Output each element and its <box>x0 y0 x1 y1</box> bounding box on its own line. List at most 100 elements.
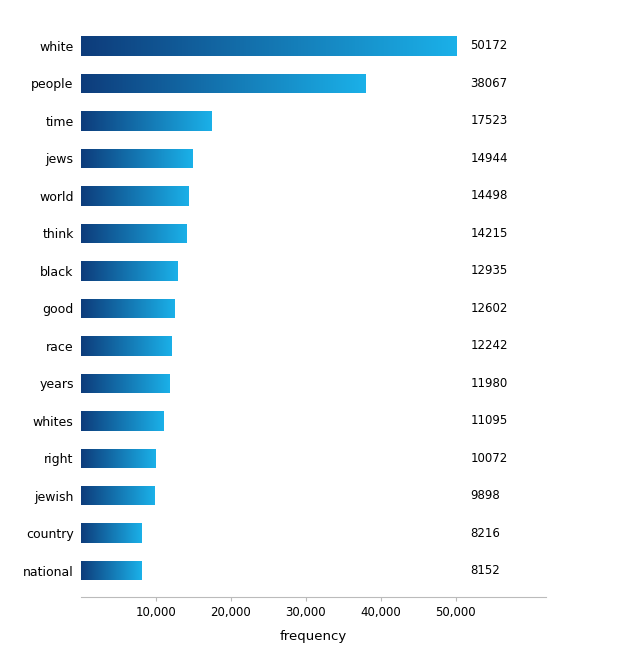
Bar <box>87 73 88 93</box>
Bar <box>381 36 382 56</box>
Bar <box>185 73 186 93</box>
Bar <box>322 73 323 93</box>
Bar <box>450 36 451 56</box>
Bar <box>203 73 205 93</box>
Text: 12935: 12935 <box>471 264 508 277</box>
Bar <box>446 36 447 56</box>
Bar <box>182 36 184 56</box>
Bar <box>129 73 130 93</box>
Bar <box>391 36 392 56</box>
Bar <box>123 73 125 93</box>
Bar <box>379 36 381 56</box>
Bar <box>274 73 275 93</box>
Bar <box>376 36 378 56</box>
Bar <box>153 36 154 56</box>
Bar <box>437 36 438 56</box>
Bar <box>339 36 340 56</box>
Bar <box>333 73 334 93</box>
Bar <box>383 36 384 56</box>
Bar <box>340 36 342 56</box>
Bar <box>378 36 379 56</box>
Bar <box>343 36 344 56</box>
Bar <box>330 73 331 93</box>
Text: 12602: 12602 <box>471 302 508 315</box>
Bar <box>260 73 262 93</box>
Bar <box>358 36 359 56</box>
Bar <box>207 73 208 93</box>
Bar <box>311 36 312 56</box>
Bar <box>90 73 91 93</box>
Bar <box>375 36 376 56</box>
Bar <box>344 36 345 56</box>
Bar <box>328 73 329 93</box>
Bar <box>147 36 148 56</box>
Bar <box>145 73 146 93</box>
Bar <box>419 36 420 56</box>
Bar <box>166 73 167 93</box>
Bar <box>456 36 457 56</box>
Bar <box>83 36 84 56</box>
Bar <box>310 73 311 93</box>
Bar <box>294 36 295 56</box>
Bar <box>254 36 255 56</box>
Bar <box>86 36 87 56</box>
Bar <box>102 36 103 56</box>
Bar <box>99 36 100 56</box>
Bar <box>277 36 278 56</box>
Bar <box>104 36 106 56</box>
Bar <box>364 73 365 93</box>
Bar <box>305 73 306 93</box>
Bar <box>313 73 314 93</box>
Bar <box>366 36 368 56</box>
Bar <box>332 73 333 93</box>
Bar <box>132 36 133 56</box>
Bar <box>252 36 254 56</box>
Bar <box>300 36 301 56</box>
Bar <box>415 36 417 56</box>
Bar <box>306 73 307 93</box>
Bar <box>107 36 108 56</box>
Bar <box>321 36 322 56</box>
Bar <box>82 36 83 56</box>
Bar <box>363 36 364 56</box>
Bar <box>334 36 335 56</box>
Bar <box>210 36 211 56</box>
Bar <box>340 73 342 93</box>
Bar <box>298 36 299 56</box>
Bar <box>257 36 259 56</box>
Bar <box>256 36 257 56</box>
Bar <box>156 36 157 56</box>
Bar <box>269 73 270 93</box>
Bar <box>259 73 260 93</box>
Bar <box>364 36 365 56</box>
Bar <box>148 36 149 56</box>
Bar <box>235 73 236 93</box>
Bar <box>213 73 214 93</box>
Bar <box>111 36 112 56</box>
Bar <box>237 36 239 56</box>
Text: 12242: 12242 <box>471 339 508 352</box>
Bar <box>305 36 306 56</box>
Bar <box>236 73 237 93</box>
Bar <box>175 36 176 56</box>
Bar <box>130 36 131 56</box>
Bar <box>283 36 284 56</box>
Bar <box>315 73 316 93</box>
Bar <box>352 36 353 56</box>
Bar <box>287 73 288 93</box>
Bar <box>326 73 327 93</box>
Bar <box>107 73 108 93</box>
Bar <box>81 36 82 56</box>
Bar <box>211 36 212 56</box>
Bar <box>312 36 314 56</box>
Bar <box>241 73 242 93</box>
Bar <box>277 73 278 93</box>
Bar <box>292 73 293 93</box>
Bar <box>246 73 247 93</box>
Bar <box>153 73 154 93</box>
Bar <box>355 73 356 93</box>
Bar <box>414 36 415 56</box>
Bar <box>180 73 182 93</box>
Bar <box>325 73 326 93</box>
Bar <box>121 36 122 56</box>
